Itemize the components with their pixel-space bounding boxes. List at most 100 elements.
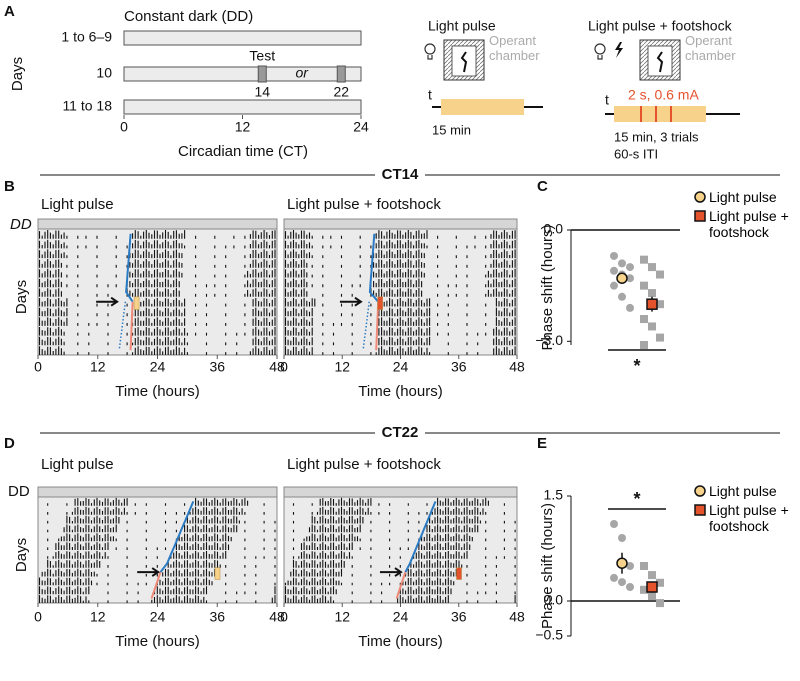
data-point: [656, 300, 664, 309]
data-point: [640, 585, 648, 594]
duration: 15 min, 3 trials: [614, 129, 699, 144]
legend-marker: [694, 191, 706, 203]
time-axis-label: t: [605, 92, 609, 108]
test-tick-label: 14: [254, 84, 270, 100]
data-point: [610, 520, 618, 528]
pulse-arrow: [379, 567, 403, 577]
protocol-title: Light pulse: [428, 18, 496, 34]
panel-label: B: [4, 178, 15, 195]
light-period: [614, 106, 706, 122]
panel-label: A: [4, 3, 15, 20]
x-tick-label: 24: [393, 609, 409, 625]
extrapolation: [118, 301, 127, 351]
x-tick-label: 24: [393, 359, 409, 375]
data-point: [648, 571, 656, 580]
data-point: [618, 534, 626, 542]
time-axis-label: t: [428, 87, 432, 103]
pulse-arrow: [137, 567, 161, 577]
x-tick-label: 48: [509, 359, 525, 375]
activity-trace: [284, 230, 516, 355]
data-point: [626, 562, 634, 570]
onset-line: [129, 301, 134, 351]
legend-marker: [694, 504, 706, 516]
data-point: [640, 315, 648, 324]
actogram-title: Light pulse: [41, 196, 114, 213]
data-point: [618, 292, 626, 301]
dd-strip: [283, 218, 518, 230]
data-point: [640, 562, 648, 570]
data-point: [640, 341, 648, 349]
data-point: [610, 573, 618, 582]
row-label: 10: [96, 65, 112, 81]
x-tick-label: 12: [334, 609, 350, 625]
x-tick-label: 24: [150, 359, 166, 375]
x-tick-label: 12: [90, 609, 106, 625]
legend-label: Light pulse: [709, 189, 777, 205]
x-label: Time (hours): [358, 383, 442, 400]
y-tick-label: 0.0: [544, 221, 564, 237]
data-point: [656, 578, 664, 587]
or-label: or: [296, 65, 310, 81]
onset-line: [150, 571, 162, 599]
y-tick-label: −0.5: [535, 627, 563, 643]
x-tick-label: 12: [334, 359, 350, 375]
shock-icon: [615, 42, 623, 58]
x-tick-label: 0: [280, 359, 288, 375]
y-tick-label: 1.5: [544, 487, 564, 503]
data-point: [626, 303, 634, 312]
y-label: Phase shift (hours): [539, 225, 556, 351]
legend-label: Light pulse + footshock: [709, 502, 789, 534]
legend-label: Light pulse: [709, 483, 777, 499]
row-label: 1 to 6–9: [61, 29, 112, 45]
onset-line: [159, 501, 195, 573]
y-label: Days: [9, 57, 26, 91]
data-point: [618, 259, 626, 268]
x-label: Circadian time (CT): [178, 143, 308, 160]
x-tick-label: 0: [120, 119, 128, 135]
mean-marker: [616, 272, 628, 284]
pulse-marker: [456, 567, 462, 580]
test-marker: [336, 65, 346, 83]
x-label: Time (hours): [115, 633, 199, 650]
test-tick-label: 22: [333, 84, 349, 100]
data-point: [656, 270, 664, 279]
chamber-label: Operant chamber: [489, 33, 540, 63]
x-tick-label: 36: [451, 609, 467, 625]
chamber-label: Operant chamber: [685, 33, 736, 63]
iti: 60-s ITI: [614, 146, 658, 161]
data-point: [640, 281, 648, 290]
actogram-title: Light pulse + footshock: [287, 196, 441, 213]
day-bar: [123, 30, 362, 46]
x-tick-label: 0: [34, 609, 42, 625]
x-tick-label: 36: [209, 359, 225, 375]
x-tick-label: 48: [269, 359, 285, 375]
y-tick-label: 0.0: [544, 592, 564, 608]
protocol-title: Light pulse + footshock: [588, 18, 733, 34]
onset-line: [404, 501, 437, 573]
mean-marker: [646, 298, 658, 310]
x-tick-label: 36: [209, 609, 225, 625]
day-bar: [123, 66, 362, 82]
data-point: [656, 333, 664, 342]
dd-label: DD: [10, 216, 32, 233]
y-label: Days: [13, 280, 30, 314]
data-point: [656, 599, 664, 608]
legend-marker: [694, 210, 706, 222]
x-tick-label: 12: [235, 119, 251, 135]
data-point: [626, 274, 634, 283]
pulse-marker: [377, 296, 383, 310]
shock-label: 2 s, 0.6 mA: [628, 87, 699, 103]
y-tick-label: −3.0: [535, 332, 563, 348]
data-point: [618, 578, 626, 587]
section-title: CT14: [382, 166, 419, 183]
x-label: Time (hours): [115, 383, 199, 400]
legend-label: Light pulse + footshock: [709, 208, 789, 240]
data-point: [648, 322, 656, 331]
legend-marker: [694, 485, 706, 497]
pulse-marker: [133, 296, 140, 310]
mean-marker: [616, 557, 628, 569]
dd-label: DD: [8, 483, 30, 500]
mouse-icon: [460, 51, 468, 73]
